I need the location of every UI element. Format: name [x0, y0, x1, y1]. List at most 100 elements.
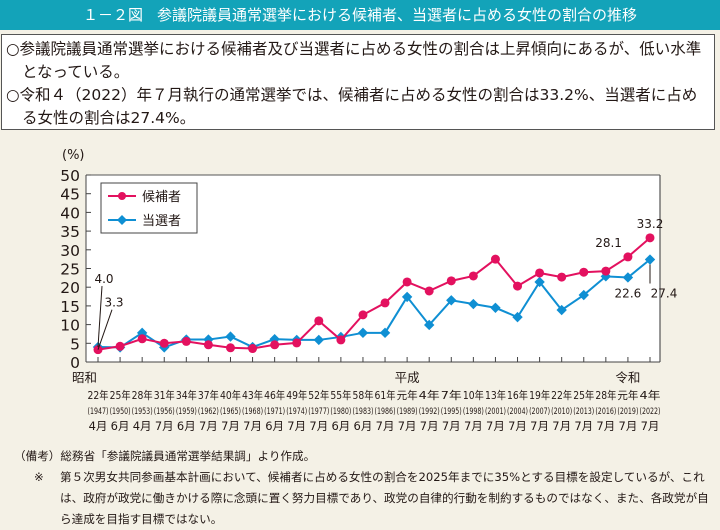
x-tick-label-western: (2022) [640, 407, 661, 417]
x-tick-label-year: 25年 [573, 388, 594, 402]
chart-series [92, 233, 656, 355]
y-tick-label: 45 [60, 186, 80, 204]
x-tick-label-month: 7月 [199, 419, 218, 433]
data-label: 3.3 [104, 296, 123, 310]
data-point-elected [644, 254, 656, 265]
data-point-candidates [380, 298, 390, 308]
figure-number: １－２図 [82, 6, 143, 24]
data-point-candidates [513, 281, 523, 291]
x-tick-label-western: (2007) [529, 407, 550, 417]
data-point-candidates [181, 336, 191, 346]
data-label: 22.6 [615, 286, 642, 300]
data-point-elected [401, 291, 413, 303]
data-point-candidates [314, 316, 324, 326]
x-tick-label-western: (2004) [507, 407, 528, 417]
data-point-candidates [490, 254, 500, 264]
data-point-candidates [159, 338, 169, 348]
figure-title: 参議院議員通常選挙における候補者、当選者に占める女性の割合の推移 [157, 6, 638, 24]
x-tick-label-year: 31年 [154, 388, 175, 402]
x-tick-label-month: 7月 [442, 419, 461, 433]
chart-svg: (%)0510152025303540455022年(1947)4月25年(19… [60, 148, 677, 433]
x-tick-label-year: 7年 [441, 388, 462, 402]
chart-annotations: 4.0 3.3 28.1 33.2 22.6 27.4 [94, 217, 677, 350]
y-tick-label: 10 [60, 317, 80, 335]
data-label: 4.0 [94, 272, 113, 286]
data-point-elected [600, 271, 612, 282]
data-point-candidates [358, 310, 368, 320]
x-tick-label-year: 37年 [198, 388, 219, 402]
x-tick-label-month: 7月 [508, 419, 527, 433]
x-tick-label-year: 22年 [88, 388, 109, 402]
x-tick-label-western: (1971) [264, 407, 285, 417]
x-tick-label-year: 16年 [507, 388, 528, 402]
x-tick-label-western: (2001) [485, 407, 506, 417]
legend-label-elected: 当選者 [142, 214, 181, 229]
data-point-elected [512, 311, 523, 323]
x-tick-label-year: 4年 [419, 388, 440, 402]
x-tick-label-year: 13年 [485, 388, 506, 402]
x-tick-label-month: 7月 [376, 419, 395, 433]
x-tick-label-western: (1947) [88, 407, 109, 417]
x-tick-label-month: 7月 [619, 419, 638, 433]
data-label: 27.4 [651, 287, 678, 301]
annotation-leader [97, 309, 113, 350]
y-tick-label: 15 [60, 298, 80, 316]
x-tick-label-year: 40年 [220, 388, 241, 402]
data-point-elected [313, 334, 324, 346]
data-point-candidates [601, 266, 611, 276]
y-tick-label: 25 [60, 261, 80, 279]
x-tick-label-western: (1995) [441, 407, 462, 417]
x-tick-label-year: 55年 [330, 388, 351, 402]
x-tick-label-month: 6月 [265, 419, 284, 433]
data-point-elected [446, 295, 457, 306]
x-tick-label-western: (2013) [573, 407, 594, 417]
x-tick-label-month: 6月 [177, 419, 196, 433]
data-point-candidates [115, 341, 125, 351]
x-tick-label-western: (1956) [154, 407, 175, 417]
data-point-elected [136, 327, 148, 339]
x-tick-label-month: 4月 [89, 419, 108, 433]
x-tick-label-year: 元年 [617, 388, 638, 402]
figure-header: １－２図 参議院議員通常選挙における候補者、当選者に占める女性の割合の推移 [0, 0, 720, 30]
x-tick-label-month: 7月 [574, 419, 593, 433]
x-tick-label-year: 46年 [264, 388, 285, 402]
data-point-elected [424, 319, 435, 331]
x-tick-label-year: 49年 [286, 388, 307, 402]
x-tick-label-year: 28年 [595, 388, 616, 402]
x-tick-label-year: 58年 [352, 388, 373, 402]
data-point-candidates [424, 286, 434, 296]
x-tick-label-western: (1977) [308, 407, 329, 417]
data-point-candidates [446, 276, 456, 286]
x-tick-label-month: 7月 [641, 419, 660, 433]
data-point-candidates [402, 277, 412, 287]
x-tick-label-year: 25年 [110, 388, 131, 402]
data-label: 28.1 [595, 236, 622, 250]
x-tick-label-month: 7月 [287, 419, 306, 433]
data-point-candidates [557, 272, 567, 282]
y-tick-label: 5 [70, 335, 80, 353]
x-era-label: 令和 [615, 370, 640, 385]
remark-text: 第５次男女共同参画基本計画において、候補者に占める女性の割合を2025年までに3… [60, 470, 709, 526]
chart-axes: (%)0510152025303540455022年(1947)4月25年(19… [60, 148, 661, 433]
data-point-candidates [645, 233, 655, 243]
data-point-candidates [579, 267, 589, 277]
x-tick-label-western: (1974) [286, 407, 307, 417]
x-tick-label-month: 7月 [464, 419, 483, 433]
x-tick-label-western: (2010) [551, 407, 572, 417]
x-tick-label-western: (1989) [397, 407, 418, 417]
x-tick-label-year: 52年 [308, 388, 329, 402]
x-tick-label-month: 7月 [155, 419, 174, 433]
x-tick-label-month: 7月 [309, 419, 328, 433]
data-point-candidates [137, 334, 147, 344]
x-era-label: 平成 [395, 370, 420, 385]
y-tick-label: 30 [60, 242, 80, 260]
data-point-elected [578, 289, 589, 301]
legend-marker-candidates [118, 192, 126, 200]
data-point-elected [622, 272, 634, 283]
x-tick-label-year: 19年 [529, 388, 550, 402]
x-tick-label-western: (1983) [352, 407, 373, 417]
data-point-elected [225, 331, 236, 342]
y-axis-unit-label: (%) [62, 148, 85, 163]
x-tick-label-western: (1962) [198, 407, 219, 417]
notes: （備考）総務省「参議院議員通常選挙結果調」より作成。 ※ 第５次男女共同参画基本計… [14, 446, 714, 530]
